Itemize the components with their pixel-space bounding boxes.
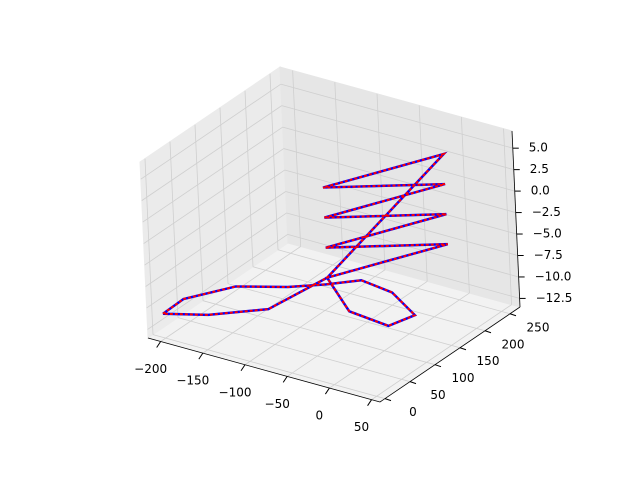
- x-tick: [367, 399, 372, 406]
- x-tick-label: 0: [316, 409, 324, 423]
- y-tick-label: 250: [527, 320, 550, 334]
- grid-line: [277, 249, 511, 315]
- grid-line: [286, 281, 428, 377]
- x-tick: [324, 387, 330, 395]
- y-tick-label: 150: [477, 354, 500, 368]
- y-tick-label: 50: [430, 388, 445, 402]
- x-tick-label: −50: [265, 397, 290, 411]
- grid-line: [280, 83, 513, 149]
- grid-line: [376, 93, 386, 270]
- grid-line: [160, 246, 301, 342]
- grid-line: [460, 117, 470, 294]
- grid-line: [329, 292, 470, 389]
- x-tick: [198, 352, 204, 360]
- grid-line: [281, 105, 514, 171]
- y-tick-label: 200: [502, 337, 525, 351]
- axis-line: [379, 306, 521, 403]
- grid-line: [244, 269, 386, 366]
- z-tick-label: −2.5: [532, 205, 561, 219]
- grid-line: [292, 70, 302, 247]
- grid-line: [145, 191, 286, 287]
- y-tick: [384, 398, 392, 402]
- x-tick-label: −150: [176, 374, 209, 388]
- axis-line: [147, 337, 381, 403]
- y-tick: [509, 313, 517, 317]
- grid-line: [244, 90, 254, 267]
- x-tick: [282, 376, 288, 383]
- z-tick-label: 5.0: [529, 141, 548, 155]
- grid-line: [503, 128, 512, 305]
- grid-line: [140, 83, 282, 180]
- grid-line: [143, 148, 284, 244]
- grid-line: [283, 148, 516, 213]
- y-tick: [409, 381, 417, 385]
- grid-line: [418, 105, 428, 282]
- y-tick: [484, 330, 492, 334]
- grid-line: [177, 317, 411, 383]
- grid-line: [169, 141, 179, 318]
- grid-line: [284, 169, 517, 235]
- grid-line: [227, 283, 461, 349]
- z-tick-label: 0.0: [531, 184, 550, 198]
- grid-line: [142, 126, 283, 223]
- x-tick-label: 50: [354, 420, 369, 434]
- grid-line: [194, 124, 204, 301]
- z-tick-label: 2.5: [530, 162, 549, 176]
- grid-line: [144, 169, 285, 266]
- z-tick-label: −12.5: [536, 291, 573, 305]
- grid-line: [285, 191, 518, 256]
- x-tick-label: −100: [219, 385, 252, 399]
- grid-line: [146, 212, 287, 309]
- y-tick-label: 100: [452, 371, 475, 385]
- x-tick-label: −200: [134, 362, 167, 376]
- grid-line: [144, 158, 154, 335]
- grid-line: [282, 126, 515, 192]
- y-tick: [434, 364, 442, 368]
- y-tick-label: 0: [409, 405, 417, 419]
- grid-line: [141, 105, 282, 201]
- x-tick: [240, 364, 246, 372]
- x-tick: [156, 341, 162, 348]
- data-line: [162, 152, 449, 327]
- grid-line: [152, 334, 386, 399]
- grid-line: [287, 234, 520, 299]
- grid-line: [371, 304, 512, 401]
- y-tick: [459, 347, 467, 351]
- z-tick-label: −10.0: [535, 269, 572, 283]
- axis-line: [511, 130, 521, 308]
- z-tick-label: −7.5: [534, 248, 563, 262]
- grid-line: [219, 107, 229, 284]
- z-tick-label: −5.0: [533, 227, 562, 241]
- grid-line: [334, 82, 344, 259]
- grid-line: [252, 266, 486, 332]
- grid-line: [269, 73, 279, 250]
